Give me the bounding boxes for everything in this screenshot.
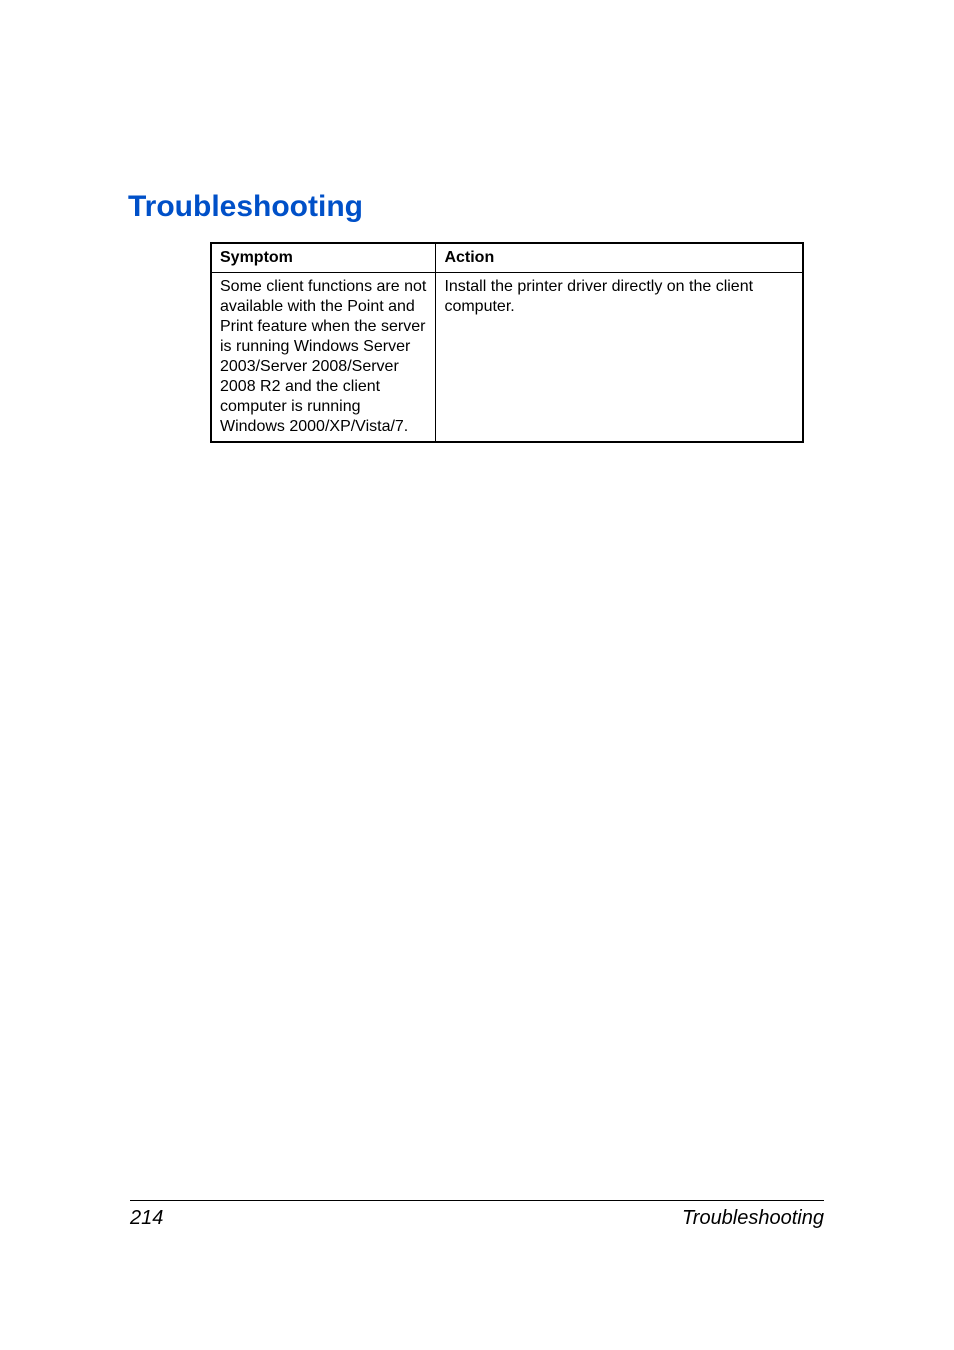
troubleshooting-table: Symptom Action Some client functions are… [210,242,804,443]
troubleshooting-table-wrap: Symptom Action Some client functions are… [210,242,804,443]
column-header-action: Action [436,243,803,273]
table-row: Some client functions are not available … [211,273,803,443]
table-header-row: Symptom Action [211,243,803,273]
cell-action: Install the printer driver directly on t… [436,273,803,443]
page-heading: Troubleshooting [128,190,834,224]
footer-rule [130,1200,824,1201]
document-page: Troubleshooting Symptom Action Some clie… [0,0,954,1350]
page-footer: 214 Troubleshooting [130,1200,824,1230]
footer-row: 214 Troubleshooting [130,1207,824,1230]
column-header-symptom: Symptom [211,243,436,273]
footer-section: Troubleshooting [682,1207,824,1230]
page-number: 214 [130,1207,163,1230]
cell-symptom: Some client functions are not available … [211,273,436,443]
